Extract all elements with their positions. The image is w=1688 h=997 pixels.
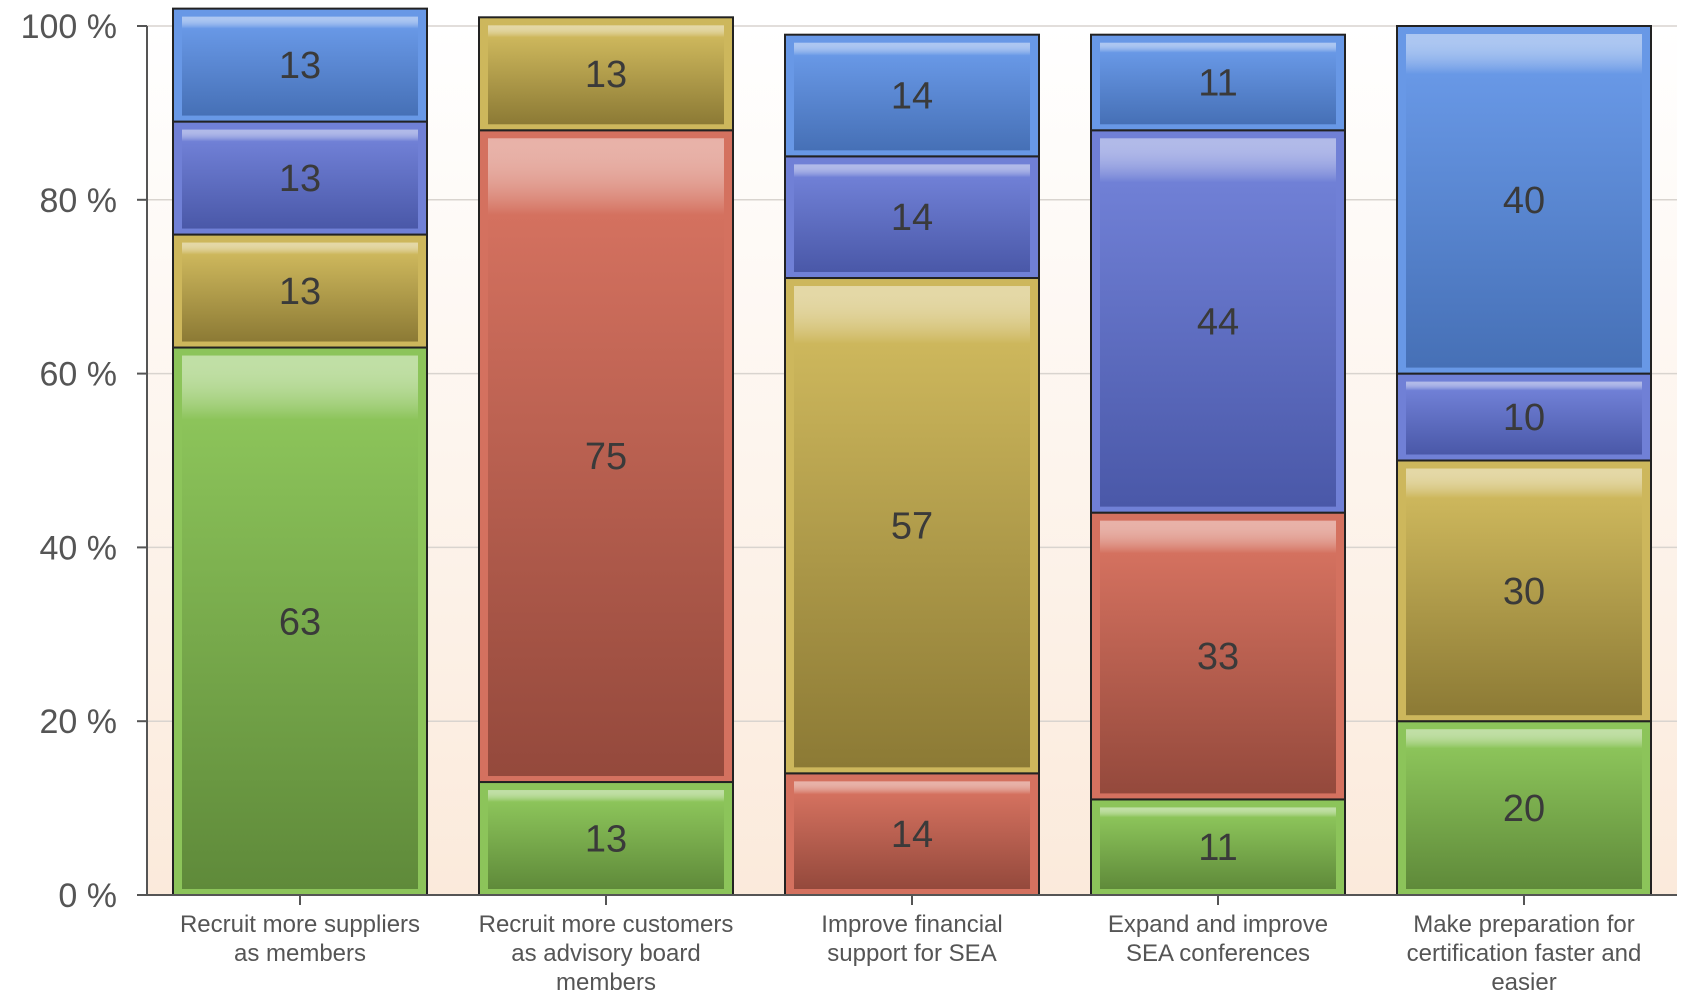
data-label: 63 [279,601,321,643]
data-label: 13 [279,45,321,87]
y-tick-label: 100 % [21,8,117,46]
y-tick-label: 60 % [40,356,118,394]
bar-segment-fill [794,781,1030,889]
bar-segment-fill [182,355,418,889]
x-tick-label: Improve financial support for SEA [821,911,1002,967]
bar-segment-fill [1100,520,1336,794]
data-label: 14 [891,814,933,856]
data-label: 13 [585,819,627,861]
data-label: 11 [1198,827,1237,869]
bar-segment-fill [488,790,724,889]
x-tick-label: Recruit more customers as advisory board m… [479,911,734,996]
bar-segment-fill [182,16,418,116]
bar-segment-fill [182,242,418,342]
data-label: 57 [891,506,933,548]
bar-segment-fill [1406,468,1642,716]
data-label: 14 [891,197,933,239]
data-label: 13 [279,271,321,313]
data-label: 30 [1503,571,1545,613]
data-label: 75 [585,436,627,478]
bar-segment-fill [794,164,1030,273]
y-tick-label: 20 % [40,703,118,741]
bar-segment-fill [1100,42,1336,125]
data-label: 11 [1198,62,1237,104]
x-tick-label: Expand and improve SEA conferences [1108,911,1328,967]
data-label: 13 [585,54,627,96]
data-label: 33 [1197,636,1239,678]
bar-segment-fill [1100,807,1336,889]
bar-segment-fill [1100,138,1336,507]
data-label: 13 [279,158,321,200]
x-tick-label: Make preparation for certification faster… [1407,911,1642,996]
y-tick-label: 40 % [40,529,118,567]
data-labels: 63 13 13 13 13 75 13 14 57 14 14 11 33 44 11 20 30 10 40 [279,45,1545,869]
bar-segment-fill [182,129,418,229]
bars [172,7,1652,897]
data-label: 14 [891,76,933,118]
x-axis-tick-labels: Recruit more suppliers as members Recruit … [180,895,1641,996]
bar-segment-fill [488,25,724,125]
y-tick-label: 0 % [58,877,117,915]
y-axis-tick-labels: 0 % 20 % 40 % 60 % 80 % 100 % [21,8,147,915]
bar-segment-fill [794,286,1030,768]
bar-segment-fill [1406,381,1642,455]
bar-segment-fill [488,138,724,777]
data-label: 44 [1197,301,1239,343]
data-label: 20 [1503,788,1545,830]
bar-segment-fill [1406,729,1642,889]
y-tick-label: 80 % [40,182,118,220]
data-label: 10 [1503,397,1545,439]
data-label: 40 [1503,180,1545,222]
bar-segment-fill [794,42,1030,151]
x-tick-label: Recruit more suppliers as members [180,911,420,967]
bar-segment-fill [1406,34,1642,368]
